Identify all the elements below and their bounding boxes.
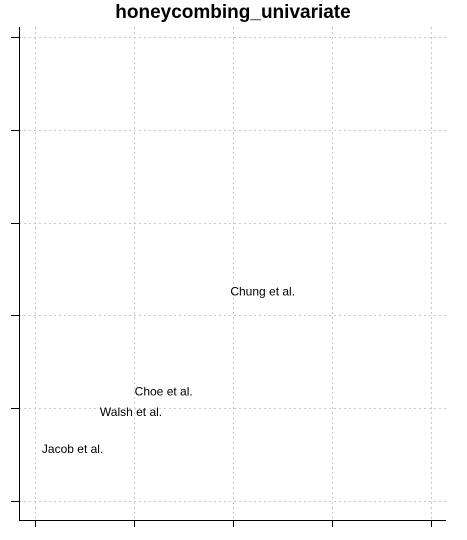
chart-title: honeycombing_univariate [115,2,350,23]
point-label: Choe et al. [135,385,193,399]
point-label: Jacob et al. [42,442,103,456]
point-labels: Chung et al. Choe et al. Walsh et al. Jacob… [42,284,295,456]
grid [19,27,446,520]
point-label: Walsh et al. [100,405,162,419]
point-label: Chung et al. [230,284,295,298]
axes [11,27,446,527]
